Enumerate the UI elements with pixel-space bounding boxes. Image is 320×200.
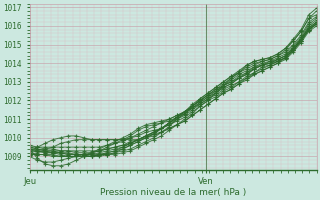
X-axis label: Pression niveau de la mer( hPa ): Pression niveau de la mer( hPa ) bbox=[100, 188, 246, 197]
